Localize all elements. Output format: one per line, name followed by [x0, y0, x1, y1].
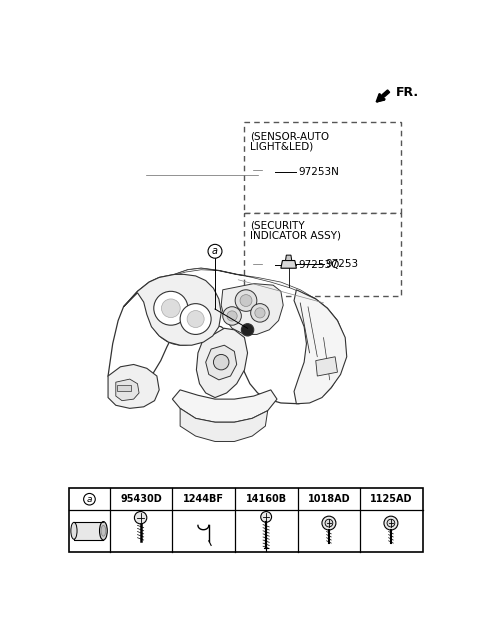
Polygon shape [116, 379, 139, 401]
Polygon shape [316, 357, 337, 376]
FancyArrow shape [376, 90, 390, 102]
Text: FR.: FR. [396, 86, 420, 99]
Polygon shape [196, 328, 248, 398]
Circle shape [322, 516, 336, 530]
Text: a: a [212, 246, 218, 256]
Circle shape [261, 512, 272, 522]
Circle shape [325, 519, 333, 527]
Text: INDICATOR ASSY): INDICATOR ASSY) [250, 230, 341, 240]
Text: 95430D: 95430D [120, 494, 162, 504]
Circle shape [157, 288, 207, 338]
Bar [244, 122, 401, 213]
Circle shape [240, 295, 252, 307]
Circle shape [227, 311, 237, 321]
Circle shape [223, 307, 241, 325]
Circle shape [235, 290, 257, 311]
Polygon shape [108, 365, 159, 408]
Polygon shape [256, 160, 265, 166]
Polygon shape [172, 390, 277, 422]
Polygon shape [294, 290, 347, 404]
Polygon shape [206, 345, 237, 380]
Circle shape [251, 304, 269, 322]
Text: 1018AD: 1018AD [308, 494, 350, 504]
Bar [244, 213, 401, 296]
Circle shape [214, 355, 229, 370]
Polygon shape [248, 259, 273, 271]
Polygon shape [281, 261, 296, 268]
Circle shape [154, 292, 188, 325]
Circle shape [180, 304, 211, 334]
Ellipse shape [99, 522, 107, 540]
Circle shape [241, 324, 254, 336]
Polygon shape [248, 166, 273, 178]
Text: 97253N: 97253N [298, 167, 339, 177]
Circle shape [161, 299, 180, 317]
Text: LIGHT&LED): LIGHT&LED) [250, 141, 313, 151]
Circle shape [150, 281, 215, 345]
Polygon shape [108, 268, 345, 404]
Text: 1125AD: 1125AD [370, 494, 413, 504]
Polygon shape [256, 253, 265, 259]
Text: (SENSOR-AUTO: (SENSOR-AUTO [250, 131, 329, 141]
Text: a: a [87, 495, 92, 504]
Bar [117, 386, 132, 391]
Ellipse shape [101, 526, 106, 536]
Text: 97253: 97253 [326, 259, 359, 269]
Polygon shape [180, 408, 268, 442]
Polygon shape [172, 268, 316, 299]
Bar [74, 522, 103, 540]
Circle shape [384, 516, 398, 530]
Polygon shape [123, 274, 221, 345]
Text: 1244BF: 1244BF [183, 494, 224, 504]
Circle shape [387, 519, 395, 527]
Circle shape [187, 310, 204, 327]
Text: 14160B: 14160B [246, 494, 287, 504]
Ellipse shape [71, 522, 77, 540]
Circle shape [208, 244, 222, 258]
Bar [69, 488, 423, 551]
Polygon shape [286, 255, 292, 261]
Polygon shape [221, 283, 283, 334]
Circle shape [134, 512, 147, 524]
Circle shape [255, 308, 265, 318]
Text: 97253Q: 97253Q [298, 260, 339, 270]
Text: (SECURITY: (SECURITY [250, 220, 304, 230]
Circle shape [84, 493, 95, 505]
